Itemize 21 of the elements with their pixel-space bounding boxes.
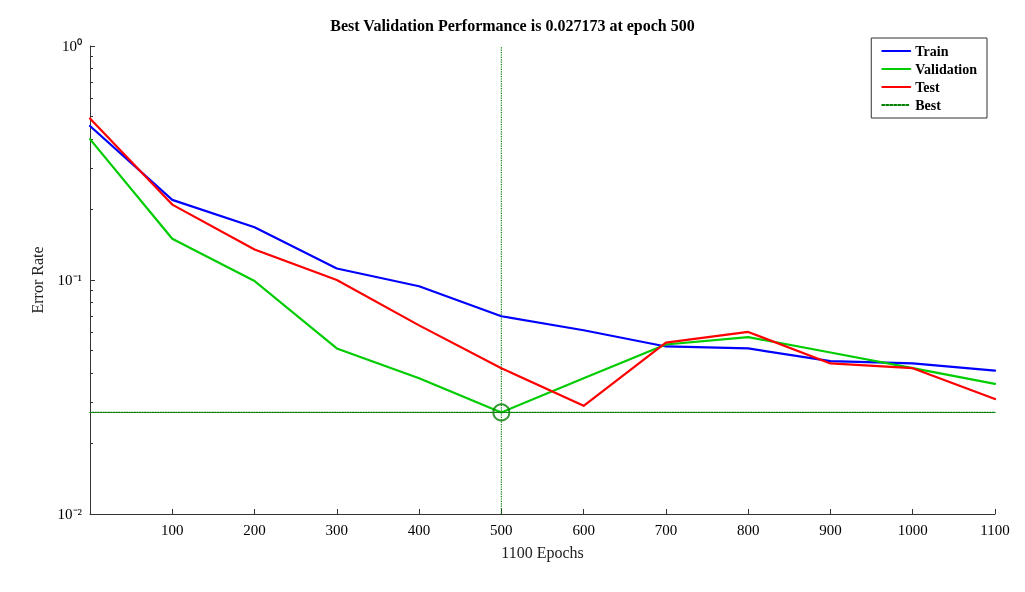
chart-title: Best Validation Performance is 0.027173 at epoch 500 (330, 16, 695, 35)
y-axis-title: Error Rate (28, 246, 46, 314)
y-tick-label: 10⁻² (57, 506, 83, 522)
legend-label: Best (915, 97, 942, 113)
x-axis-title: 1100 Epochs (501, 543, 584, 562)
x-tick-label: 1000 (897, 521, 928, 538)
y-tick-label: 10⁰ (62, 38, 82, 54)
x-tick-label: 400 (407, 521, 431, 538)
legend-label: Validation (915, 61, 978, 77)
x-tick-label: 600 (572, 521, 595, 538)
x-tick-label: 700 (654, 521, 678, 538)
x-tick-label: 900 (819, 521, 842, 538)
legend-label: Train (915, 43, 949, 59)
legend-label: Test (915, 79, 940, 95)
x-tick-label: 100 (161, 521, 184, 538)
y-tick-label: 10⁻¹ (57, 272, 82, 288)
x-tick-label: 800 (736, 521, 760, 538)
x-tick-label: 500 (490, 521, 513, 538)
x-tick-label: 200 (243, 521, 266, 538)
x-tick-label: 300 (325, 521, 349, 538)
x-tick-label: 1100 (980, 521, 1010, 538)
